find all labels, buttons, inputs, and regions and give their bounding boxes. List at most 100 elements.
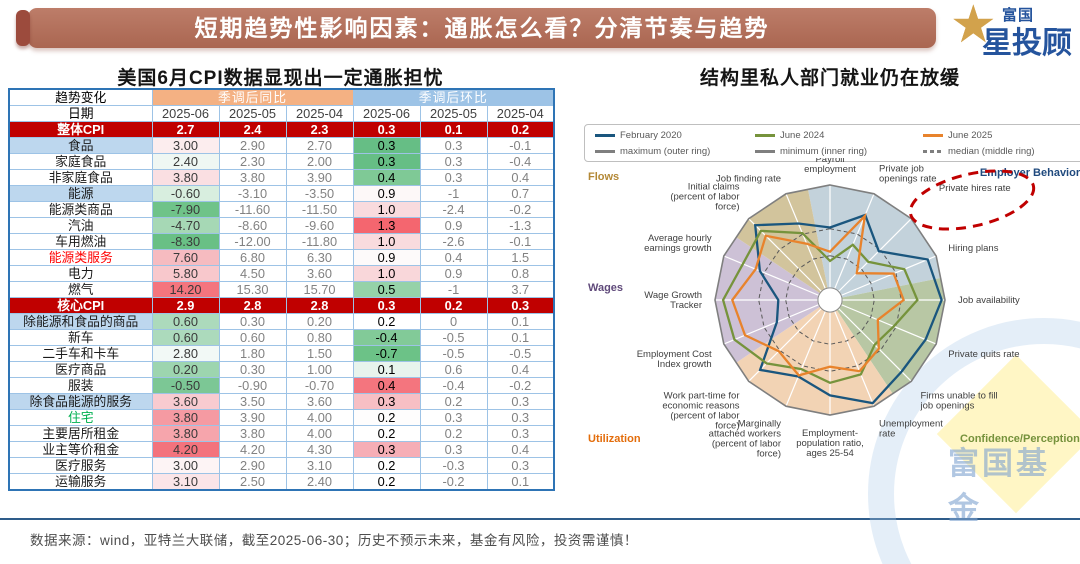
table-cell: 0.2: [419, 297, 488, 314]
axis-label: Marginally attached workers (percent of la…: [709, 418, 782, 459]
row-label: 医疗商品: [8, 361, 153, 378]
table-row: 能源 -0.60 -3.10 -3.50 0.9 -1 0.7: [8, 185, 555, 202]
table-cell: 0.1: [486, 473, 555, 491]
table-cell: 6.30: [285, 249, 354, 266]
row-label: 核心CPI: [8, 297, 153, 314]
legend-swatch-icon: [595, 149, 615, 153]
table-cell: 0.60: [151, 329, 220, 346]
table-cell: -2.4: [419, 201, 488, 218]
table-row: 新车 0.60 0.60 0.80 -0.4 -0.5 0.1: [8, 329, 555, 346]
legend-label: February 2020: [620, 129, 682, 141]
table-cell: 0.3: [419, 409, 488, 426]
table-cell: 0.4: [419, 249, 488, 266]
table-cell: 2.30: [218, 153, 287, 170]
table-cell: 3.00: [151, 137, 220, 154]
table-cell: 0.3: [352, 441, 421, 458]
table-cell: -3.10: [218, 185, 287, 202]
table-cell: 0.20: [285, 313, 354, 330]
table-cell: -0.1: [486, 233, 555, 250]
table-cell: 1.0: [352, 233, 421, 250]
table-header-dates: 日期 2025-06 2025-05 2025-04 2025-06 2025-…: [8, 105, 555, 122]
table-cell: 0.4: [486, 169, 555, 186]
date-column: 2025-06: [151, 105, 220, 122]
table-cell: -1.3: [486, 217, 555, 234]
table-cell: 0.3: [419, 441, 488, 458]
category-label-utilization: Utilization: [588, 433, 641, 445]
table-cell: 0.3: [352, 153, 421, 170]
table-cell: 2.90: [218, 457, 287, 474]
table-cell: 1.3: [352, 217, 421, 234]
table-row: 运输服务 3.10 2.50 2.40 0.2 -0.2 0.1: [8, 473, 555, 491]
spoke-line: [785, 299, 831, 407]
table-cell: 3.10: [285, 457, 354, 474]
table-row: 主要居所租金 3.80 3.80 4.00 0.2 0.2 0.3: [8, 425, 555, 442]
table-cell: 0.3: [419, 153, 488, 170]
table-cell: -11.50: [285, 201, 354, 218]
watermark-brand-text: 富国基金: [948, 446, 1050, 526]
table-cell: 0.8: [486, 265, 555, 282]
table-row: 车用燃油 -8.30 -12.00 -11.80 1.0 -2.6 -0.1: [8, 233, 555, 250]
table-cell: 0.3: [486, 393, 555, 410]
table-cell: 3.80: [151, 409, 220, 426]
table-cell: -0.2: [486, 377, 555, 394]
legend-item: June 2025: [923, 130, 1080, 141]
table-cell: 1.50: [285, 345, 354, 362]
table-header-groups: 趋势变化 季调后同比 季调后环比: [8, 88, 555, 106]
table-cell: 0.4: [486, 361, 555, 378]
table-cell: -0.4: [419, 377, 488, 394]
axis-label: Average hourly earnings growth: [644, 233, 712, 254]
brand-logo: ★ 富国 星投顾: [948, 0, 1076, 60]
table-row: 核心CPI 2.9 2.8 2.8 0.3 0.2 0.3: [8, 297, 555, 314]
table-cell: 0.20: [151, 361, 220, 378]
row-label: 运输服务: [8, 473, 153, 491]
row-label: 家庭食品: [8, 153, 153, 170]
table-cell: 15.70: [285, 281, 354, 298]
table-cell: 0.9: [352, 249, 421, 266]
table-cell: -1: [419, 185, 488, 202]
table-cell: -0.7: [352, 345, 421, 362]
table-cell: 2.40: [151, 153, 220, 170]
radar-chart-area: Payroll employment Private job openings rat…: [580, 158, 1080, 518]
table-cell: 0.1: [486, 329, 555, 346]
table-cell: 0.9: [419, 265, 488, 282]
table-cell: 0.2: [352, 409, 421, 426]
series-february-2020: [753, 213, 943, 405]
table-cell: 3.00: [151, 457, 220, 474]
spoke-line: [829, 218, 912, 301]
sector-utilization: [736, 306, 893, 415]
axis-label: Private job openings rate: [879, 164, 937, 185]
legend-item: median (middle ring): [923, 146, 1080, 157]
category-label-flows: Flows: [588, 171, 619, 183]
table-cell: -2.6: [419, 233, 488, 250]
corner-label: 趋势变化: [8, 88, 153, 106]
table-cell: 3.7: [486, 281, 555, 298]
yoy-group-header: 季调后同比: [151, 88, 354, 106]
source-note: 数据来源：wind，亚特兰大联储，截至2025-06-30；历史不预示未来，基金…: [30, 533, 638, 548]
spoke-line: [829, 299, 912, 382]
table-row: 除能源和食品的商品 0.60 0.30 0.20 0.2 0 0.1: [8, 313, 555, 330]
brand-logo-main-text: 星投顾: [982, 27, 1072, 60]
row-label: 非家庭食品: [8, 169, 153, 186]
cpi-table: 趋势变化 季调后同比 季调后环比 日期 2025-06 2025-05 2025…: [8, 88, 556, 491]
table-cell: 7.60: [151, 249, 220, 266]
table-cell: 0.3: [486, 409, 555, 426]
row-label: 整体CPI: [8, 121, 153, 138]
min-ring: [817, 287, 843, 313]
axis-label: Employment-population ratio, ages 25-54: [796, 428, 864, 459]
brand-logo-top-text: 富国: [1002, 7, 1035, 24]
axis-label: Payroll employment: [804, 158, 856, 175]
axis-label: Firms unable to fill job openings: [920, 391, 998, 412]
row-label: 能源: [8, 185, 153, 202]
table-row: 能源类商品 -7.90 -11.60 -11.50 1.0 -2.4 -0.2: [8, 201, 555, 218]
table-cell: 0.2: [352, 457, 421, 474]
table-cell: -0.5: [486, 345, 555, 362]
table-cell: 2.90: [218, 137, 287, 154]
table-cell: -0.50: [151, 377, 220, 394]
table-row: 业主等价租金 4.20 4.20 4.30 0.3 0.3 0.4: [8, 441, 555, 458]
max-ring: [714, 184, 946, 416]
radar-chart: Payroll employment Private job openings rat…: [588, 158, 1080, 459]
row-label: 新车: [8, 329, 153, 346]
table-cell: 2.40: [285, 473, 354, 491]
axis-label: Initial claims (percent of labor force): [670, 182, 739, 213]
